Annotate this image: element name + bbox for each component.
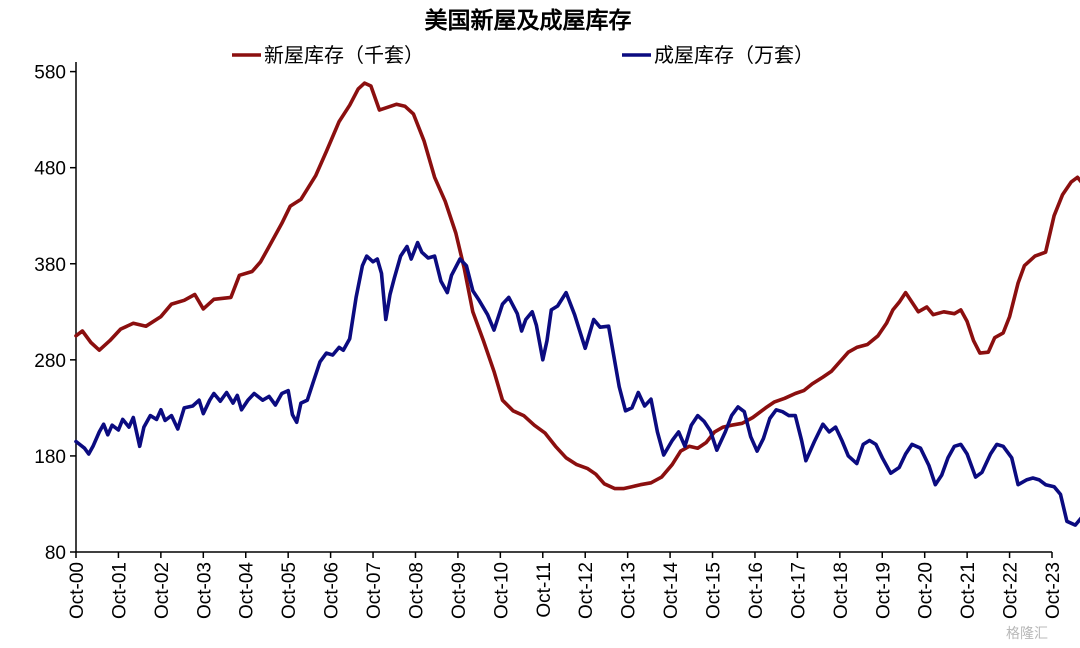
x-axis: Oct-00 Oct-01 Oct-02 Oct-03 Oct-04 Oct-05 Oct-… (67, 551, 1064, 619)
y-tick-label: 80 (45, 543, 66, 564)
legend-label-existing-home-inventory: 成屋库存（万套） (654, 43, 814, 67)
x-tick-label: Oct-23 (1043, 562, 1064, 619)
x-tick-label: Oct-14 (661, 562, 682, 619)
series-line-existing-home-inventory (74, 240, 1080, 527)
x-tick-label: Oct-11 (534, 562, 555, 618)
x-tick-label: Oct-17 (788, 562, 809, 619)
y-axis: 80 180 280 380 480 580 (34, 62, 77, 564)
y-tick-label: 280 (34, 351, 66, 372)
x-tick-label: Oct-08 (406, 562, 427, 619)
x-tick-label: Oct-19 (873, 562, 894, 619)
x-tick-label: Oct-18 (831, 562, 852, 619)
series-layer (74, 81, 1080, 527)
chart-title: 美国新屋及成屋库存 (425, 7, 632, 34)
x-tick-label: Oct-04 (237, 562, 258, 619)
x-tick-label: Oct-01 (109, 562, 130, 619)
x-tick-label: Oct-09 (449, 562, 470, 619)
y-tick-label: 180 (34, 447, 66, 468)
x-tick-label: Oct-02 (152, 562, 173, 619)
x-tick-label: Oct-22 (1001, 562, 1022, 619)
x-tick-label: Oct-06 (322, 562, 343, 619)
x-tick-label: Oct-16 (746, 562, 767, 619)
y-tick-label: 480 (34, 159, 66, 180)
watermark: 格隆汇 (1006, 626, 1048, 642)
x-tick-label: Oct-07 (364, 562, 385, 619)
x-tick-label: Oct-13 (619, 562, 640, 619)
legend-item-new-home-inventory: 新屋库存（千套） (232, 43, 424, 67)
x-tick-label: Oct-12 (576, 562, 597, 619)
y-tick-label: 580 (34, 63, 66, 84)
series-line-new-home-inventory (74, 81, 1080, 491)
legend-item-existing-home-inventory: 成屋库存（万套） (622, 43, 814, 67)
x-tick-label: Oct-10 (491, 562, 512, 619)
x-tick-label: Oct-00 (67, 562, 88, 619)
x-tick-label: Oct-20 (916, 562, 937, 619)
x-tick-label: Oct-03 (194, 562, 215, 619)
x-tick-label: Oct-21 (958, 562, 979, 619)
legend: 新屋库存（千套） 成屋库存（万套） (232, 43, 814, 67)
x-tick-label: Oct-15 (704, 562, 725, 619)
legend-label-new-home-inventory: 新屋库存（千套） (264, 43, 424, 67)
y-tick-label: 380 (34, 255, 66, 276)
x-tick-label: Oct-05 (279, 562, 300, 619)
